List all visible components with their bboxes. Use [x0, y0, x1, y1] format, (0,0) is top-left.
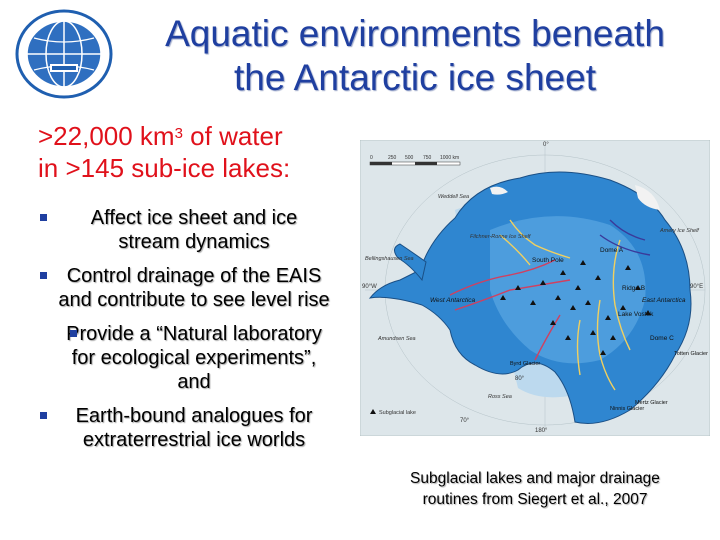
label-west-antarctica: West Antarctica — [430, 297, 476, 304]
label-mertz: Mertz Glacier — [635, 400, 668, 406]
label-bellingshausen: Bellingshausen Sea — [365, 256, 414, 262]
label-ridge-b: Ridge B — [622, 285, 645, 292]
caption-line-2: routines from Siegert et al., 2007 — [422, 491, 648, 508]
caption-line-1: Subglacial lakes and major drainage — [410, 470, 660, 487]
label-totten: Totten Glacier — [674, 351, 708, 357]
label-lake-vostok: Lake Vostok — [618, 311, 654, 318]
label-south-pole: South Pole — [532, 257, 564, 264]
scale-bar: 0 250 500 750 1000 km — [369, 155, 461, 166]
label-east-antarctica: East Antarctica — [642, 297, 686, 304]
label-180: 180° — [535, 428, 548, 434]
antarctic-peninsula — [394, 243, 427, 282]
rock-outcrop — [635, 185, 660, 210]
bullet-item: Affect ice sheet and ice stream dynamics — [40, 206, 330, 254]
label-0-deg: 0° — [543, 142, 549, 148]
bullet-item: Control drainage of the EAIS and contrib… — [40, 264, 330, 312]
bullet-square-icon — [40, 272, 47, 279]
label-ross: Ross Sea — [488, 394, 512, 400]
label-dome-a: Dome A — [600, 247, 624, 254]
label-byrd: Byrd Glacier — [510, 361, 540, 367]
label-dome-c: Dome C — [650, 335, 674, 342]
interior-ice — [490, 216, 646, 364]
stat-line-2: in >145 sub-ice lakes: — [38, 153, 291, 183]
bullet-square-icon — [40, 214, 47, 221]
subglacial-lake-markers — [500, 260, 651, 355]
label-amundsen: Amundsen Sea — [377, 336, 416, 342]
title-line-1: Aquatic environments beneath — [165, 13, 665, 54]
svg-text:0: 0 — [370, 155, 373, 161]
bullet-square-icon — [70, 330, 77, 337]
bullet-square-icon — [40, 412, 47, 419]
bullet-list: Affect ice sheet and ice stream dynamics… — [40, 206, 330, 462]
map-caption: Subglacial lakes and major drainage rout… — [380, 468, 690, 510]
label-weddell: Weddell Sea — [438, 194, 469, 200]
drainage-routes — [449, 219, 651, 391]
label-amery: Amery Ice Shelf — [659, 228, 699, 234]
map-legend: Subglacial lake — [370, 409, 416, 416]
superscript-3: 3 — [174, 125, 183, 142]
stat-line-1: >22,000 km3 of water — [38, 121, 283, 151]
label-70: 70° — [460, 418, 470, 424]
label-filchner: Filchner-Ronne Ice Shelf — [470, 234, 531, 240]
label-90w: 90°W — [362, 284, 377, 290]
antarctica-subglacial-lakes-map: 0 250 500 750 1000 km 0° 90°W 90°E 180° … — [360, 140, 710, 436]
svg-text:750: 750 — [423, 155, 432, 161]
lake-statistic: >22,000 km3 of water in >145 sub-ice lak… — [38, 120, 338, 184]
label-ninnis: Ninnis Glacier — [610, 406, 644, 412]
svg-text:250: 250 — [388, 155, 397, 161]
bullet-item: Provide a “Natural laboratory for ecolog… — [66, 323, 322, 393]
slide-title: Aquatic environments beneath the Antarct… — [120, 12, 710, 100]
bullet-item: Earth-bound analogues for extraterrestri… — [40, 404, 330, 452]
legend-label: Subglacial lake — [379, 410, 416, 416]
svg-text:1000 km: 1000 km — [440, 155, 459, 161]
title-line-2: the Antarctic ice sheet — [234, 57, 596, 98]
label-90e: 90°E — [690, 284, 703, 290]
svg-text:500: 500 — [405, 155, 414, 161]
label-80: 80° — [515, 376, 525, 382]
legend-triangle-icon — [370, 409, 376, 414]
institution-logo — [15, 9, 113, 99]
